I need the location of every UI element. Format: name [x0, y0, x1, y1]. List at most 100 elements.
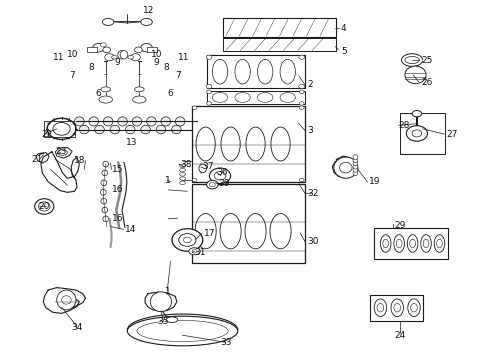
- Ellipse shape: [280, 59, 295, 84]
- Ellipse shape: [103, 117, 113, 126]
- Ellipse shape: [100, 189, 106, 195]
- Text: 15: 15: [112, 165, 123, 174]
- Ellipse shape: [101, 180, 107, 186]
- Ellipse shape: [93, 44, 104, 52]
- Ellipse shape: [127, 316, 238, 346]
- Ellipse shape: [209, 183, 215, 187]
- Bar: [207, 55, 305, 88]
- Ellipse shape: [156, 125, 166, 134]
- Ellipse shape: [112, 55, 117, 59]
- Ellipse shape: [353, 167, 358, 172]
- Text: 14: 14: [125, 225, 136, 234]
- Ellipse shape: [206, 55, 212, 59]
- Ellipse shape: [207, 102, 211, 105]
- Bar: [207, 91, 305, 104]
- Ellipse shape: [380, 235, 391, 252]
- Ellipse shape: [74, 117, 84, 126]
- Ellipse shape: [299, 102, 304, 105]
- Text: 22: 22: [41, 130, 52, 139]
- Bar: [223, 18, 336, 37]
- Text: 9: 9: [114, 58, 120, 67]
- Ellipse shape: [166, 317, 178, 323]
- Ellipse shape: [391, 299, 403, 316]
- Text: 3: 3: [307, 126, 313, 135]
- Bar: [370, 294, 423, 321]
- Ellipse shape: [161, 117, 171, 126]
- Text: 26: 26: [422, 78, 433, 87]
- Ellipse shape: [353, 154, 358, 159]
- Text: 8: 8: [163, 63, 169, 72]
- Text: 1: 1: [165, 176, 171, 185]
- Ellipse shape: [179, 234, 196, 246]
- Text: 10: 10: [151, 50, 163, 59]
- Text: 10: 10: [67, 50, 78, 59]
- Ellipse shape: [353, 171, 358, 175]
- Ellipse shape: [103, 216, 109, 222]
- Ellipse shape: [180, 164, 185, 168]
- Text: 36: 36: [216, 168, 228, 177]
- Ellipse shape: [434, 235, 445, 252]
- Bar: [223, 38, 336, 51]
- Bar: [192, 184, 305, 263]
- Ellipse shape: [214, 171, 226, 180]
- Text: 19: 19: [369, 177, 380, 186]
- Ellipse shape: [199, 164, 207, 172]
- Ellipse shape: [102, 18, 114, 26]
- Ellipse shape: [423, 239, 429, 248]
- Ellipse shape: [39, 202, 50, 211]
- Text: 13: 13: [126, 139, 138, 148]
- Ellipse shape: [172, 125, 181, 134]
- Ellipse shape: [118, 50, 125, 59]
- Ellipse shape: [102, 207, 108, 213]
- Ellipse shape: [100, 43, 106, 47]
- Text: 39: 39: [219, 179, 230, 188]
- Ellipse shape: [394, 235, 404, 252]
- Ellipse shape: [374, 299, 387, 316]
- Ellipse shape: [353, 158, 358, 163]
- Ellipse shape: [101, 198, 107, 204]
- Ellipse shape: [57, 290, 76, 310]
- Text: 33: 33: [220, 338, 232, 347]
- Ellipse shape: [257, 93, 273, 102]
- Text: 11: 11: [178, 53, 189, 62]
- Ellipse shape: [172, 229, 203, 251]
- Text: 34: 34: [71, 323, 83, 332]
- Ellipse shape: [437, 239, 442, 248]
- Text: 11: 11: [53, 53, 65, 62]
- Text: 4: 4: [341, 24, 346, 33]
- Ellipse shape: [271, 127, 290, 161]
- Text: 24: 24: [394, 331, 405, 340]
- Ellipse shape: [105, 54, 114, 61]
- Ellipse shape: [270, 213, 291, 249]
- Ellipse shape: [79, 125, 89, 134]
- Ellipse shape: [405, 57, 419, 64]
- Ellipse shape: [212, 93, 228, 102]
- Ellipse shape: [401, 54, 423, 66]
- Ellipse shape: [212, 59, 228, 84]
- Ellipse shape: [192, 249, 197, 253]
- Ellipse shape: [184, 237, 191, 243]
- Text: 29: 29: [394, 221, 405, 230]
- Text: 6: 6: [96, 89, 101, 98]
- Text: 25: 25: [422, 55, 433, 64]
- Ellipse shape: [221, 127, 240, 161]
- Ellipse shape: [280, 93, 295, 102]
- Text: 20: 20: [39, 202, 50, 211]
- Ellipse shape: [209, 168, 231, 184]
- Text: 12: 12: [143, 6, 155, 15]
- Text: 37: 37: [202, 162, 213, 171]
- Ellipse shape: [299, 90, 304, 94]
- Ellipse shape: [175, 117, 185, 126]
- Ellipse shape: [412, 130, 422, 137]
- Text: 1: 1: [165, 287, 171, 296]
- Ellipse shape: [110, 125, 120, 134]
- Ellipse shape: [35, 199, 54, 214]
- Ellipse shape: [299, 55, 305, 59]
- Bar: [147, 48, 157, 52]
- Ellipse shape: [245, 213, 266, 249]
- Ellipse shape: [103, 161, 109, 167]
- Ellipse shape: [120, 50, 128, 59]
- Bar: [44, 121, 75, 137]
- Ellipse shape: [95, 125, 104, 134]
- Ellipse shape: [102, 170, 108, 176]
